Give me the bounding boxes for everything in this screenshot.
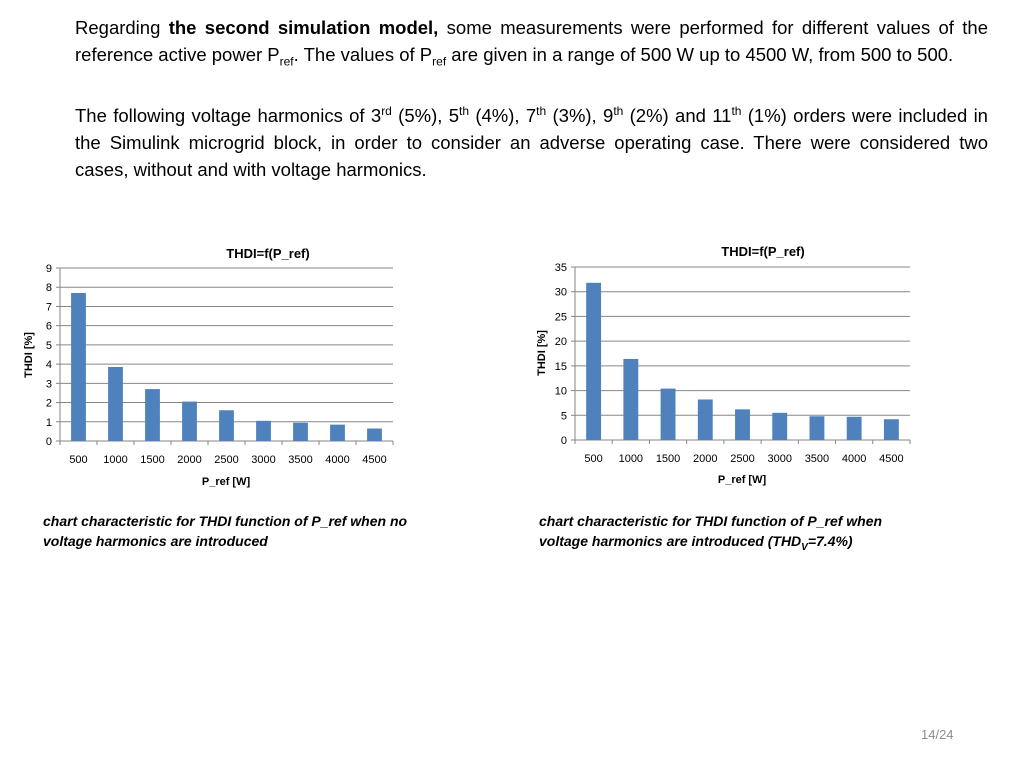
x-tick-label: 1500 (656, 453, 680, 465)
y-tick-label: 5 (46, 340, 52, 352)
x-tick-label: 4500 (362, 454, 386, 466)
x-tick-label: 2000 (177, 454, 201, 466)
y-axis-label: THDI [%] (536, 330, 548, 376)
y-tick-label: 7 (46, 301, 52, 313)
bar (182, 401, 197, 441)
x-tick-label: 500 (69, 454, 87, 466)
bar (293, 422, 308, 441)
bar (772, 412, 788, 440)
y-tick-label: 15 (555, 361, 567, 373)
y-tick-label: 10 (555, 386, 567, 398)
x-tick-label: 500 (584, 453, 602, 465)
y-tick-label: 9 (46, 263, 52, 275)
bar (145, 389, 160, 441)
x-axis-label: P_ref [W] (718, 474, 767, 486)
x-tick-label: 3000 (767, 453, 791, 465)
thdi-chart-with-harmonics: THDI=f(P_ref) 0 5 10 15 20 25 30 35 500 1000 1500 20… (536, 244, 911, 486)
bar (846, 416, 862, 440)
y-tick-label: 1 (46, 417, 52, 429)
paragraph-intro: Regarding the second simulation model, s… (75, 17, 988, 69)
x-tick-label: 1000 (103, 454, 127, 466)
bold-phrase: the second simulation model, (168, 17, 439, 38)
x-tick-label: 4000 (325, 454, 349, 466)
bar (809, 416, 825, 440)
thdi-chart-no-harmonics: THDI=f(P_ref) 0 1 2 3 4 5 6 7 8 9 500 1000 1500 2000 25… (23, 246, 394, 488)
x-tick-label: 2500 (730, 453, 754, 465)
x-tick-label: 3000 (251, 454, 275, 466)
bar (108, 366, 123, 441)
y-tick-label: 3 (46, 378, 52, 390)
x-tick-label: 2000 (693, 453, 717, 465)
paragraph-harmonics: The following voltage harmonics of 3rd (… (75, 103, 988, 180)
x-tick-label: 2500 (214, 454, 238, 466)
y-tick-label: 0 (561, 435, 567, 447)
bar (367, 428, 382, 441)
y-tick-label: 2 (46, 398, 52, 410)
caption-left: chart characteristic for THDI function o… (43, 513, 408, 549)
y-tick-label: 25 (555, 311, 567, 323)
bar (697, 399, 713, 440)
bar (330, 424, 345, 441)
x-tick-label: 4000 (842, 453, 866, 465)
y-tick-label: 8 (46, 282, 52, 294)
y-tick-label: 20 (555, 336, 567, 348)
chart-title: THDI=f(P_ref) (721, 244, 804, 259)
y-tick-label: 30 (555, 287, 567, 299)
bar (660, 388, 676, 440)
y-tick-label: 5 (561, 410, 567, 422)
bar (623, 358, 639, 440)
bar (219, 410, 234, 441)
x-tick-label: 3500 (288, 454, 312, 466)
x-axis-label: P_ref [W] (202, 476, 251, 488)
x-tick-label: 4500 (879, 453, 903, 465)
page-number: 14/24 (921, 727, 954, 742)
y-tick-label: 0 (46, 436, 52, 448)
x-tick-label: 1000 (619, 453, 643, 465)
bar (735, 409, 750, 440)
bar (586, 282, 602, 440)
bar (71, 292, 86, 441)
y-axis-label: THDI [%] (23, 332, 35, 378)
bar (256, 420, 271, 441)
bar (883, 419, 899, 440)
chart-title: THDI=f(P_ref) (226, 246, 309, 261)
y-tick-label: 35 (555, 262, 567, 274)
x-tick-label: 3500 (805, 453, 829, 465)
y-tick-label: 6 (46, 321, 52, 333)
y-tick-label: 4 (46, 359, 52, 371)
caption-right: chart characteristic for THDI function o… (539, 513, 883, 553)
x-tick-label: 1500 (140, 454, 164, 466)
